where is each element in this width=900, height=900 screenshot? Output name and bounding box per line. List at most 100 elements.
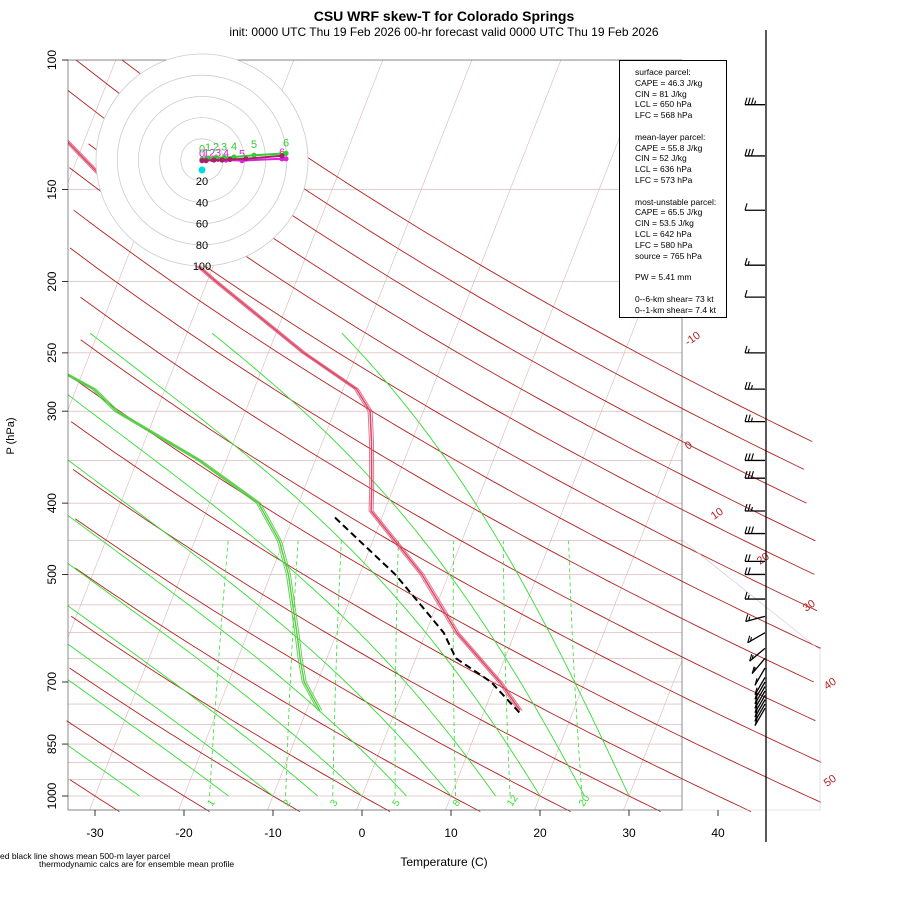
wind-barb-flag — [747, 526, 751, 534]
mixing-ratio-line — [452, 540, 456, 797]
isotherm-line — [178, 60, 473, 810]
pressure-tick-label: 1000 — [45, 782, 59, 809]
wind-barb-flag — [750, 526, 754, 534]
hodograph-height-label: 3 — [215, 147, 221, 159]
x-tick-label: -10 — [264, 826, 282, 840]
hodograph-height-label: 0 — [199, 143, 205, 155]
dry-adiabat-line — [70, 421, 752, 813]
y-axis-label: P (hPa) — [5, 417, 17, 455]
wind-barb-flag — [744, 526, 748, 534]
hodograph-height-label: 4 — [223, 148, 229, 160]
isotherm-line — [712, 60, 900, 812]
wind-barb-staff — [754, 699, 766, 718]
wind-barb-flag — [744, 591, 748, 600]
mean-layer-lfc: LFC = 573 hPa — [635, 174, 693, 185]
wind-barb-half-flag — [747, 261, 750, 266]
mixing-ratio-line — [209, 540, 229, 797]
pressure-tick-label: 300 — [45, 401, 59, 421]
mixing-ratio-label: 3 — [328, 797, 340, 808]
hodograph-point — [227, 156, 233, 162]
dry-adiabat-line — [69, 247, 814, 683]
surface-cape: CAPE = 46.3 J/kg — [635, 77, 703, 88]
mixing-ratio-line — [332, 540, 342, 796]
wind-barb-flag — [744, 471, 748, 479]
hodograph-height-label: 5 — [239, 149, 245, 161]
shear-0-1km: 0--1-km shear= 7.4 kt — [635, 304, 717, 315]
wind-barb-staff — [754, 686, 766, 705]
mean-layer-cape: CAPE = 55.8 J/kg — [635, 142, 703, 153]
mean-layer-lcl: LCL = 636 hPa — [635, 164, 692, 175]
pressure-tick-label: 400 — [45, 493, 59, 513]
footnote-parcel: ed black line shows mean 500-m layer par… — [0, 851, 171, 861]
pressure-tick-label: 200 — [45, 271, 59, 291]
footnote-thermo: thermodynamic calcs are for ensemble mea… — [39, 859, 235, 869]
precipitable-water: PW = 5.41 mm — [635, 272, 692, 283]
wind-barb-flag — [754, 692, 758, 700]
shear-0-6km: 0--6-km shear= 73 kt — [635, 293, 714, 304]
dry-adiabat-line — [73, 209, 821, 649]
plot-frame — [67, 59, 683, 811]
x-tick-label: 20 — [533, 826, 547, 840]
wind-barb-flag — [750, 97, 754, 105]
chart-subtitle: init: 0000 UTC Thu 19 Feb 2026 00-hr for… — [229, 25, 659, 39]
mixing-ratio-label: 12 — [505, 793, 521, 809]
dry-adiabat-line — [74, 567, 481, 812]
dewpoint-profile-line — [68, 374, 321, 711]
wind-barb-half-flag — [751, 654, 754, 660]
wind-barb-flag — [747, 414, 751, 422]
wind-barb-flag — [744, 148, 748, 157]
surface-cin: CIN = 81 J/kg — [635, 88, 687, 99]
hodograph-point — [243, 156, 249, 162]
mixing-ratio-label: 5 — [391, 797, 403, 808]
extended-frame — [68, 539, 821, 811]
hodograph-height-label: 3 — [221, 142, 227, 154]
wind-barb-staff — [754, 703, 766, 722]
wind-barb-flag — [747, 97, 751, 105]
parcel-profile-line — [331, 514, 521, 714]
hodograph-height-label: 4 — [231, 141, 237, 153]
dry-adiabat-line — [69, 667, 301, 812]
moist-adiabat-line — [68, 394, 496, 797]
surface-lcl: LCL = 650 hPa — [635, 99, 692, 110]
wind-barb-flag — [747, 567, 751, 575]
x-tick-label: 30 — [622, 826, 636, 840]
isotherm-label: 50 — [822, 773, 839, 790]
moist-adiabat-lines — [68, 332, 630, 797]
x-tick-label: 10 — [444, 826, 458, 840]
wind-barb-flag — [744, 97, 748, 105]
hodograph-ring-label: 100 — [193, 261, 211, 273]
hodograph-height-label: 1 — [203, 147, 209, 159]
hodograph-point — [199, 158, 205, 164]
mixing-ratio-line — [394, 540, 399, 796]
wind-barbs — [744, 30, 767, 842]
mixing-ratio-label: 8 — [451, 797, 463, 808]
pressure-tick-label: 250 — [45, 343, 59, 363]
hodograph-ring-label: 80 — [196, 240, 208, 252]
most-unstable-cape: CAPE = 65.5 J/kg — [635, 207, 703, 218]
hodograph-height-label: 2 — [213, 142, 219, 154]
wind-barb-flag — [750, 471, 754, 479]
wind-barb-flag — [744, 203, 748, 211]
dry-adiabat-line — [70, 615, 391, 812]
dry-adiabat-line — [74, 518, 571, 813]
wind-barb-flag — [749, 654, 753, 662]
wind-barb-flag — [754, 678, 758, 686]
mixing-ratio-lines — [209, 540, 583, 797]
isotherm-label: 10 — [709, 506, 726, 523]
moist-adiabat-line — [211, 332, 585, 797]
mean-layer-cin: CIN = 52 J/kg — [635, 153, 687, 164]
hodograph-point — [251, 152, 257, 158]
wind-barb-staff — [754, 695, 766, 714]
most-unstable-parcel-header: most-unstable parcel: — [635, 196, 717, 207]
wind-barb-flag — [754, 705, 758, 713]
wind-barb-flag — [744, 290, 748, 298]
isotherm-label: 40 — [822, 676, 839, 693]
wind-barb-flag — [747, 503, 751, 512]
moist-adiabat-line — [68, 605, 318, 797]
wind-barb-flag — [744, 414, 748, 422]
pressure-tick-label: 150 — [45, 179, 59, 199]
surface-parcel-header: surface parcel: — [635, 67, 691, 77]
wind-barb-half-flag — [754, 100, 757, 105]
